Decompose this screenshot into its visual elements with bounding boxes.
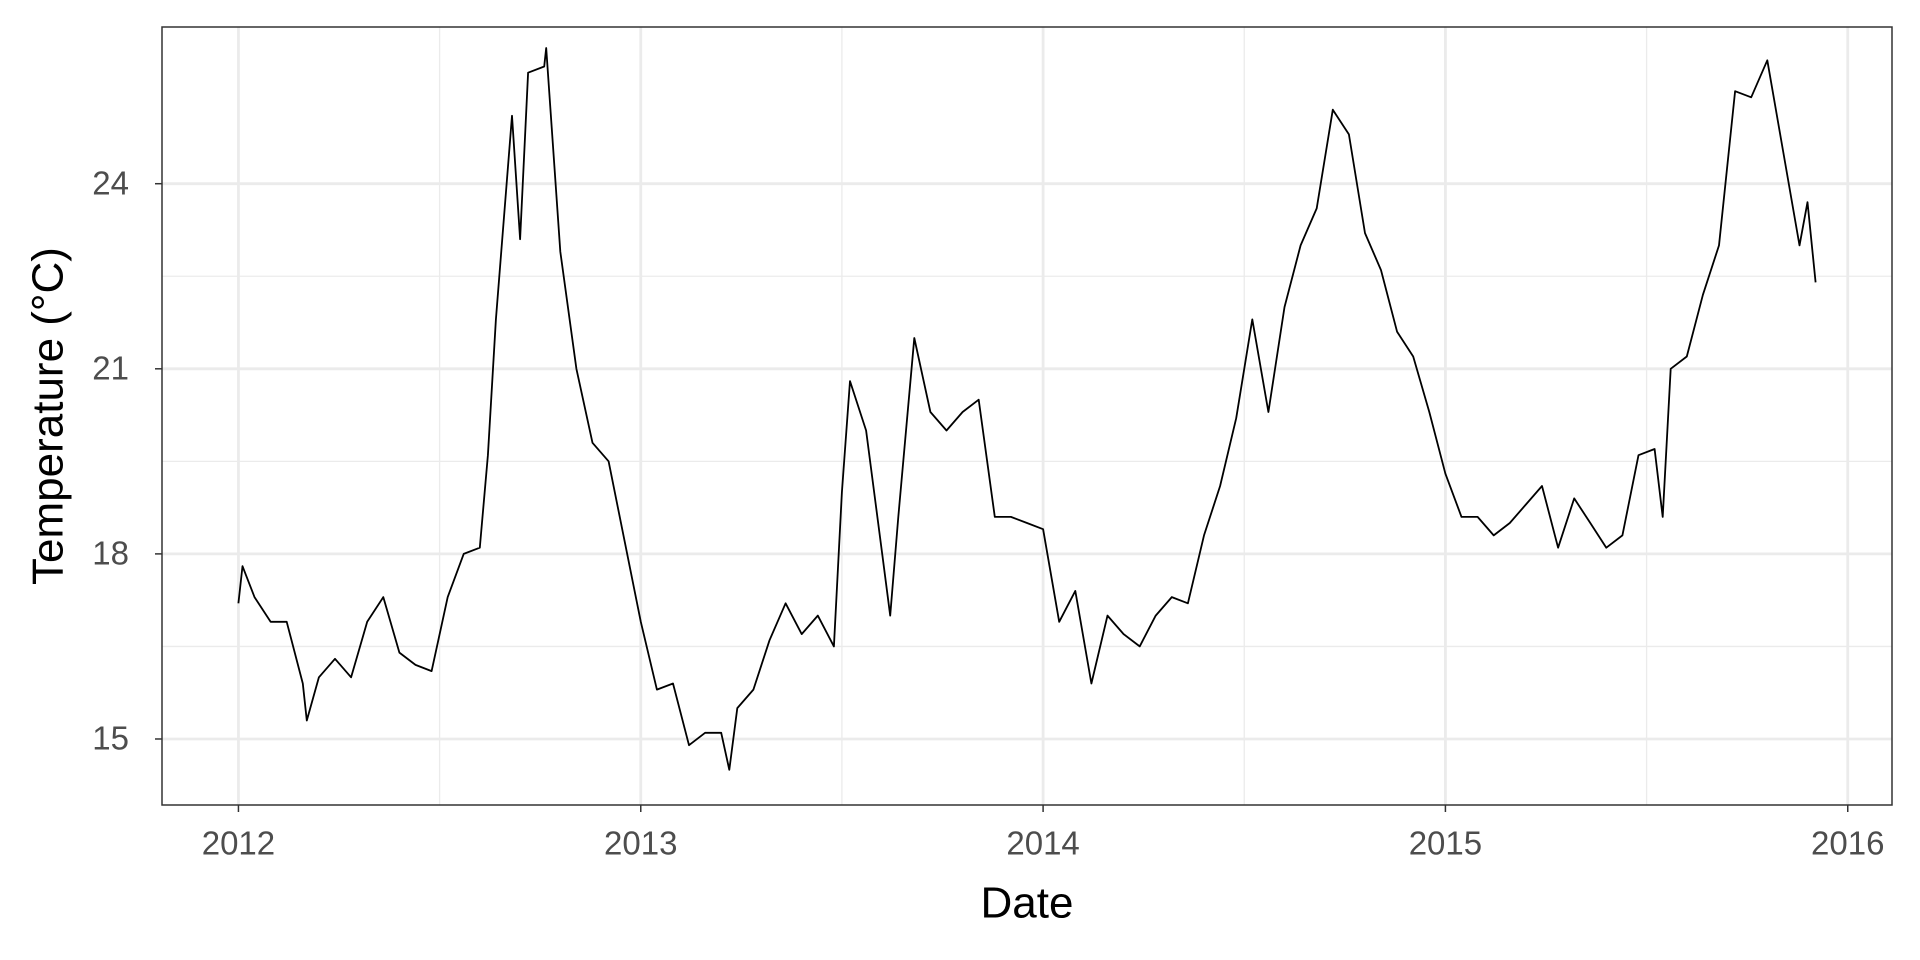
x-tick-label: 2016 <box>1811 825 1884 862</box>
y-tick-label: 21 <box>92 350 129 387</box>
y-tick-label: 15 <box>92 720 129 757</box>
x-tick-label: 2012 <box>202 825 275 862</box>
y-tick-label: 24 <box>92 164 129 201</box>
panel-border <box>161 26 1893 806</box>
x-tick-label: 2015 <box>1409 825 1482 862</box>
y-axis-title: Temperature (°C) <box>24 247 73 585</box>
x-axis-title: Date <box>981 879 1074 928</box>
x-tick-label: 2013 <box>604 825 677 862</box>
y-tick-label: 18 <box>92 535 129 572</box>
plot-area <box>237 47 1817 771</box>
grid <box>162 27 1892 805</box>
x-tick-label: 2014 <box>1006 825 1079 862</box>
line <box>237 47 1817 771</box>
